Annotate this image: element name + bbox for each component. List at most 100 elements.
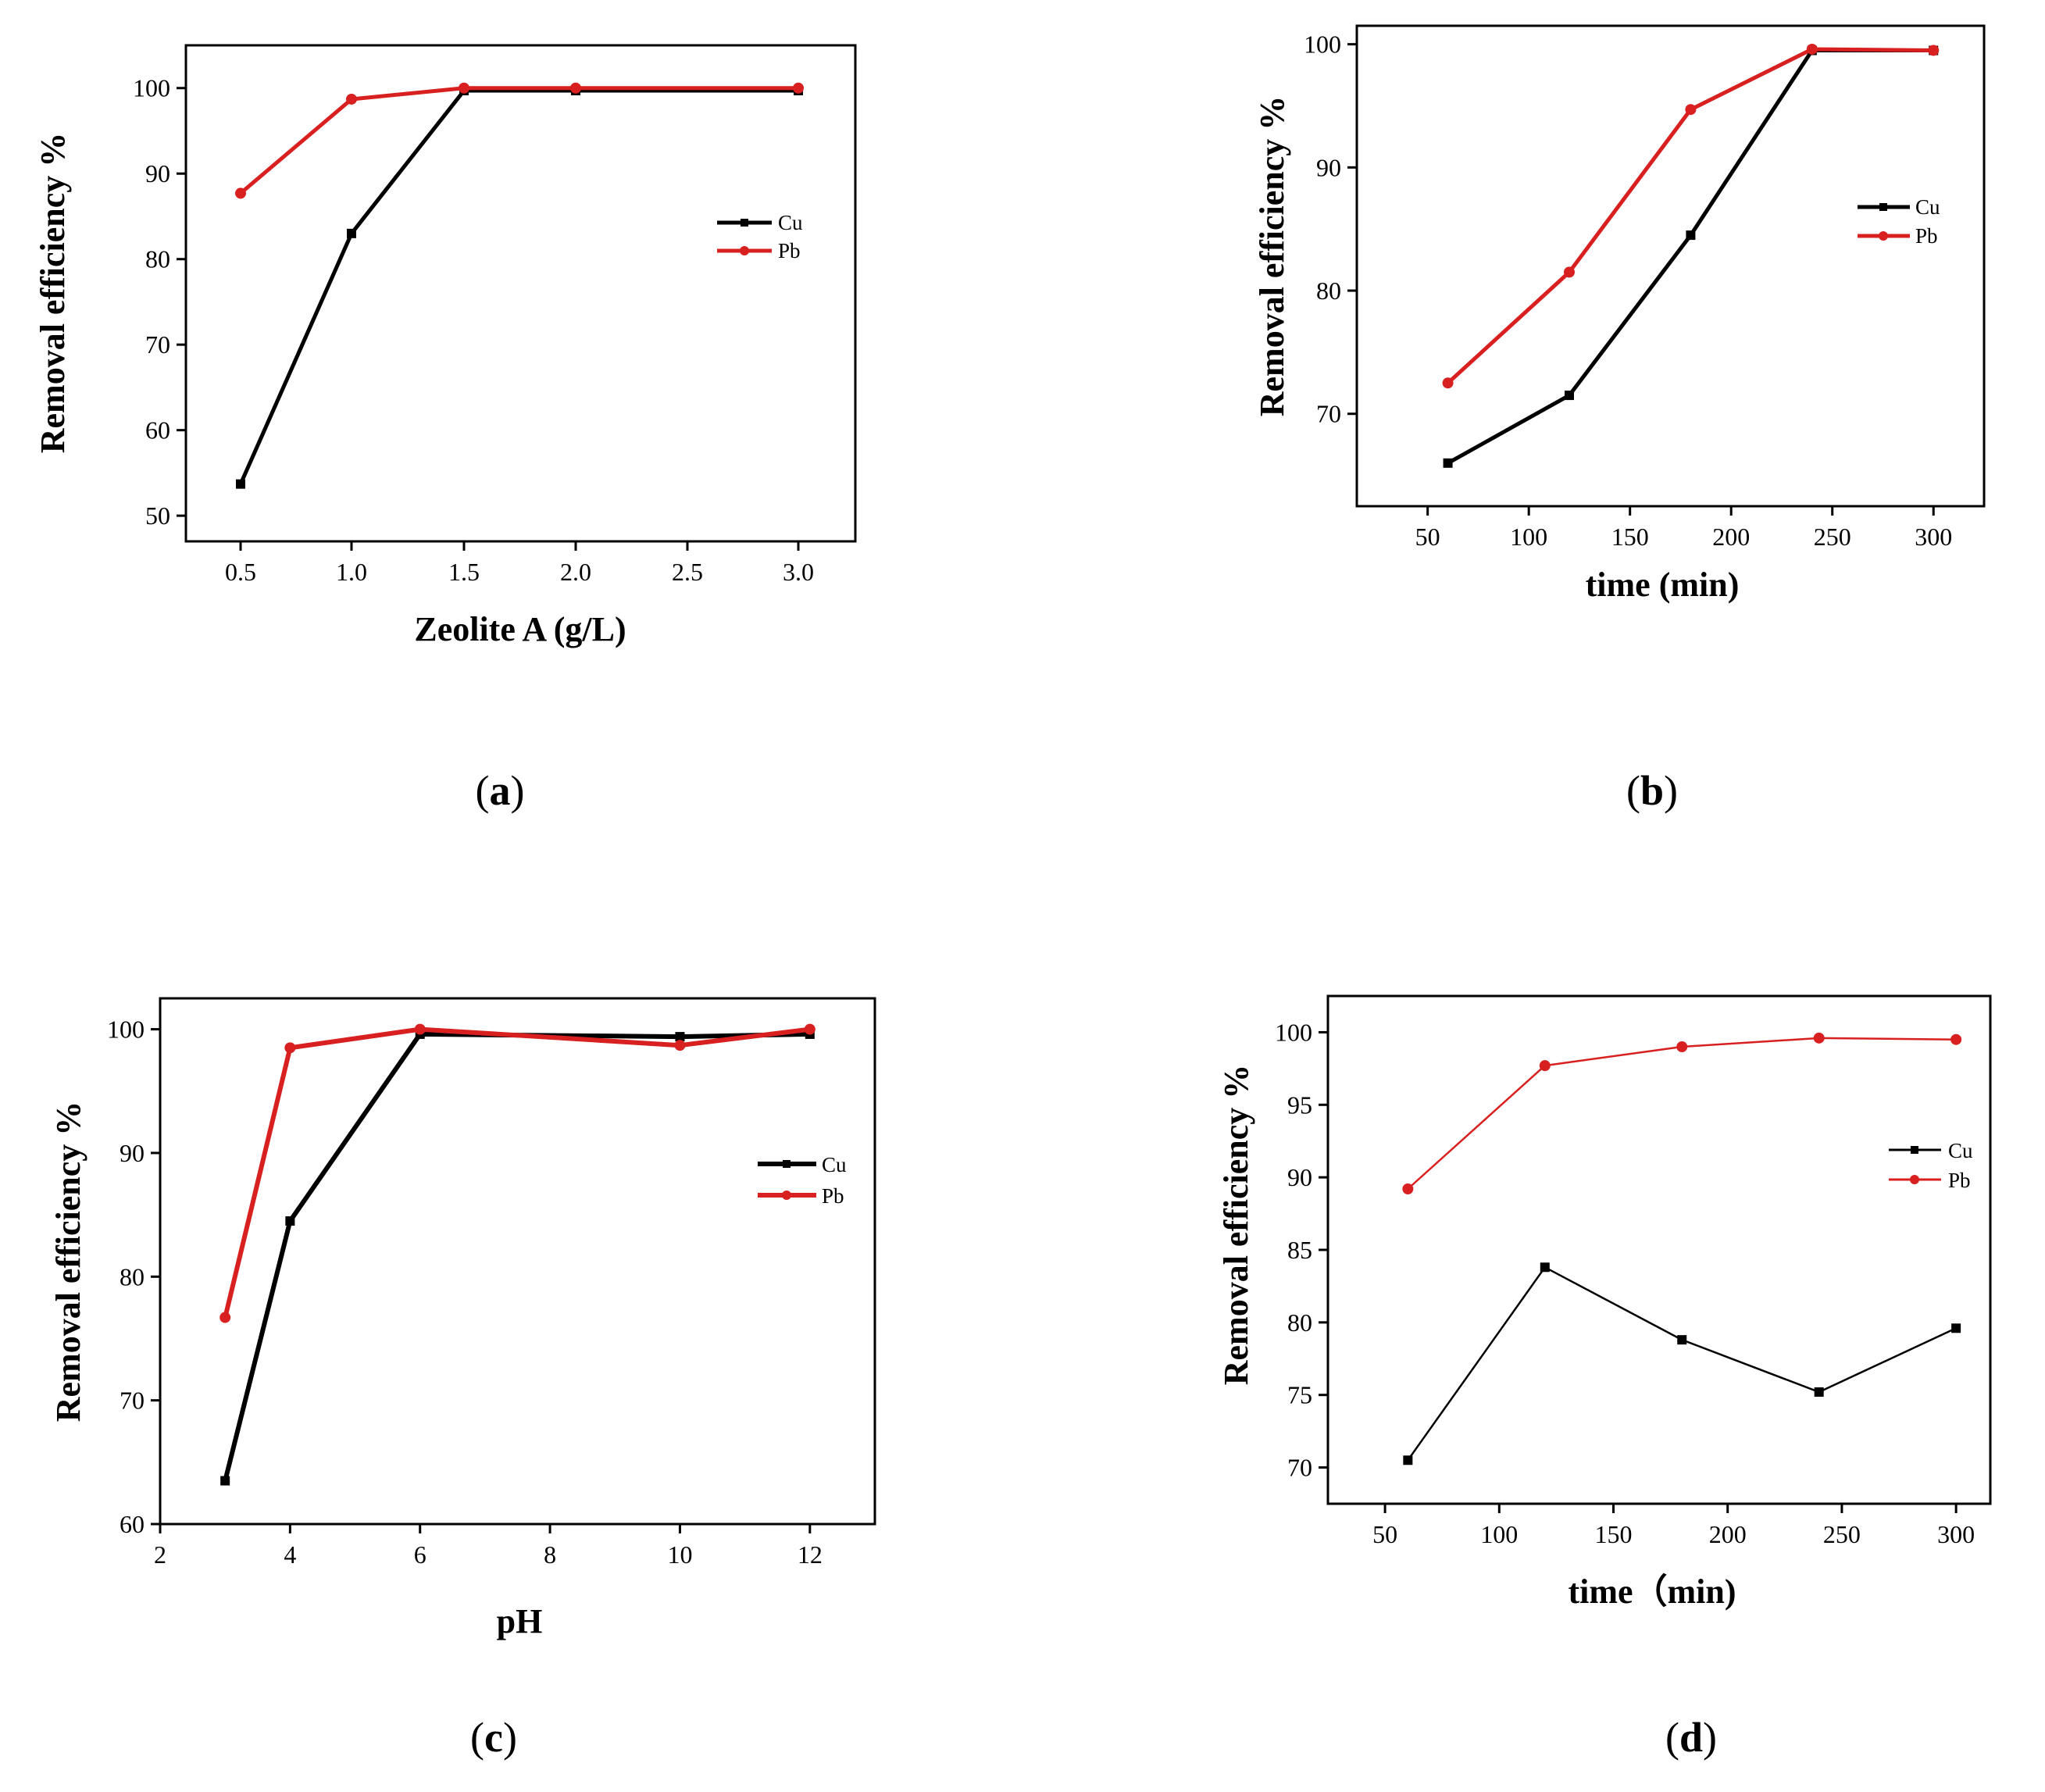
point-cu-c-0: [220, 1476, 230, 1486]
point-pb-d-3: [1813, 1032, 1825, 1044]
point-pb-d-2: [1676, 1041, 1688, 1052]
point-pb-c-0: [219, 1312, 231, 1323]
x-tick-label-a-3: 2.0: [560, 558, 591, 586]
y-tick-label-d-4: 90: [1287, 1163, 1312, 1191]
x-tick-label-d-1: 100: [1480, 1520, 1518, 1548]
x-tick-label-b-5: 300: [1915, 523, 1952, 551]
point-pb-b-3: [1806, 43, 1818, 55]
point-pb-b-2: [1685, 104, 1697, 116]
legend-b: Cu Pb: [1858, 195, 1940, 248]
x-tick-label-d-0: 50: [1372, 1520, 1397, 1548]
chart-marks-a: 0.5 1.0 1.5 2.0 2.5 3.0 50 60 70 80 90 100: [133, 74, 814, 586]
legend-c: Cu Pb: [758, 1153, 847, 1208]
point-pb-d-4: [1950, 1033, 1962, 1045]
x-tick-label-d-2: 150: [1595, 1520, 1633, 1548]
legend-marker-pb-a: [740, 246, 749, 255]
y-tick-label-c-1: 70: [120, 1387, 145, 1415]
point-pb-b-0: [1442, 377, 1454, 389]
panel-caption-b: (b): [1626, 767, 1678, 814]
chart-marks-b: 50 100 150 200 250 300 70 80 90 100: [1304, 30, 1952, 551]
point-cu-d-2: [1677, 1335, 1687, 1345]
x-tick-label-c-2: 6: [414, 1540, 426, 1569]
point-pb-c-3: [674, 1040, 686, 1051]
chart-panel-b: 50 100 150 200 250 300 70 80 90 100 time (min) Re…: [1253, 24, 1986, 814]
y-tick-label-a-0: 50: [145, 502, 170, 530]
y-axis-title-a: Removal efficiency %: [34, 133, 72, 454]
point-pb-a-0: [235, 187, 246, 199]
point-pb-a-1: [346, 93, 357, 105]
point-cu-d-0: [1403, 1455, 1413, 1465]
legend-label-cu-a: Cu: [778, 211, 803, 234]
legend-label-cu-b: Cu: [1915, 195, 1940, 219]
point-pb-c-1: [284, 1042, 296, 1054]
x-axis-title-c: pH: [497, 1602, 543, 1640]
x-tick-label-b-3: 200: [1712, 523, 1750, 551]
point-cu-a-0: [236, 479, 245, 489]
x-axis-title-d: time（min): [1568, 1572, 1736, 1611]
y-tick-label-d-2: 80: [1287, 1308, 1312, 1337]
point-pb-d-1: [1539, 1060, 1551, 1072]
x-tick-label-c-5: 12: [798, 1540, 823, 1569]
panel-letter-a: a: [490, 767, 511, 814]
x-tick-label-b-4: 250: [1814, 523, 1851, 551]
y-tick-label-b-3: 100: [1304, 30, 1341, 59]
x-axis-title-b: time (min): [1586, 566, 1740, 604]
legend-label-pb-b: Pb: [1915, 224, 1938, 248]
point-cu-c-3: [675, 1032, 685, 1042]
y-axis-title-c: Removal efficiency %: [49, 1101, 87, 1423]
point-pb-b-4: [1928, 45, 1940, 56]
x-tick-label-d-4: 250: [1823, 1520, 1861, 1548]
x-tick-label-c-1: 4: [284, 1540, 296, 1569]
y-axis-title-b: Removal efficiency %: [1253, 96, 1291, 417]
y-tick-label-d-6: 100: [1275, 1018, 1312, 1046]
legend-marker-cu-a: [741, 219, 748, 227]
legend-label-cu-d: Cu: [1948, 1139, 1973, 1162]
chart-marks-c: 2 4 6 8 10 12 60 70 80 90 100: [107, 1016, 823, 1569]
point-cu-d-3: [1814, 1387, 1824, 1397]
point-pb-a-3: [570, 82, 581, 94]
point-cu-d-4: [1951, 1323, 1961, 1333]
legend-label-pb-d: Pb: [1948, 1169, 1971, 1192]
y-tick-label-b-1: 80: [1316, 277, 1341, 305]
y-tick-label-c-2: 80: [120, 1262, 145, 1290]
y-tick-label-d-0: 70: [1287, 1454, 1312, 1482]
point-pb-a-2: [459, 82, 469, 94]
y-tick-label-d-3: 85: [1287, 1236, 1312, 1264]
legend-label-pb-a: Pb: [778, 239, 801, 262]
legend-marker-pb-d: [1910, 1175, 1919, 1184]
y-tick-label-b-0: 70: [1316, 400, 1341, 428]
x-tick-label-b-2: 150: [1611, 523, 1649, 551]
y-tick-label-c-0: 60: [120, 1510, 145, 1538]
plot-frame-a: [184, 44, 857, 543]
y-tick-label-d-5: 95: [1287, 1091, 1312, 1119]
x-tick-label-a-1: 1.0: [336, 558, 367, 586]
plot-frame-b: [1355, 24, 1986, 508]
y-tick-label-b-2: 90: [1316, 153, 1341, 181]
point-pb-b-1: [1563, 266, 1575, 278]
x-tick-label-a-2: 1.5: [448, 558, 480, 586]
x-tick-label-b-1: 100: [1510, 523, 1547, 551]
point-cu-c-1: [285, 1216, 295, 1226]
y-tick-label-c-3: 90: [120, 1139, 145, 1167]
x-tick-label-c-0: 2: [154, 1540, 166, 1569]
legend-marker-pb-c: [782, 1191, 791, 1200]
x-tick-label-c-4: 10: [667, 1540, 692, 1569]
panel-letter-b: b: [1640, 767, 1664, 814]
y-tick-label-c-4: 100: [107, 1016, 145, 1044]
y-tick-label-d-1: 75: [1287, 1381, 1312, 1409]
point-cu-b-0: [1443, 458, 1453, 468]
y-tick-label-a-5: 100: [133, 74, 170, 102]
legend-marker-pb-b: [1879, 231, 1888, 241]
x-tick-label-d-5: 300: [1937, 1520, 1975, 1548]
panel-letter-c: c: [484, 1714, 503, 1761]
point-cu-a-1: [347, 228, 356, 238]
x-tick-label-b-0: 50: [1415, 523, 1440, 551]
x-tick-label-a-5: 3.0: [783, 558, 814, 586]
y-tick-label-a-2: 70: [145, 330, 170, 359]
legend-d: Cu Pb: [1889, 1139, 1973, 1192]
legend-a: Cu Pb: [717, 211, 803, 262]
panel-caption-d: (d): [1665, 1714, 1717, 1761]
panel-caption-a: (a): [476, 767, 525, 814]
y-tick-label-a-4: 90: [145, 159, 170, 187]
